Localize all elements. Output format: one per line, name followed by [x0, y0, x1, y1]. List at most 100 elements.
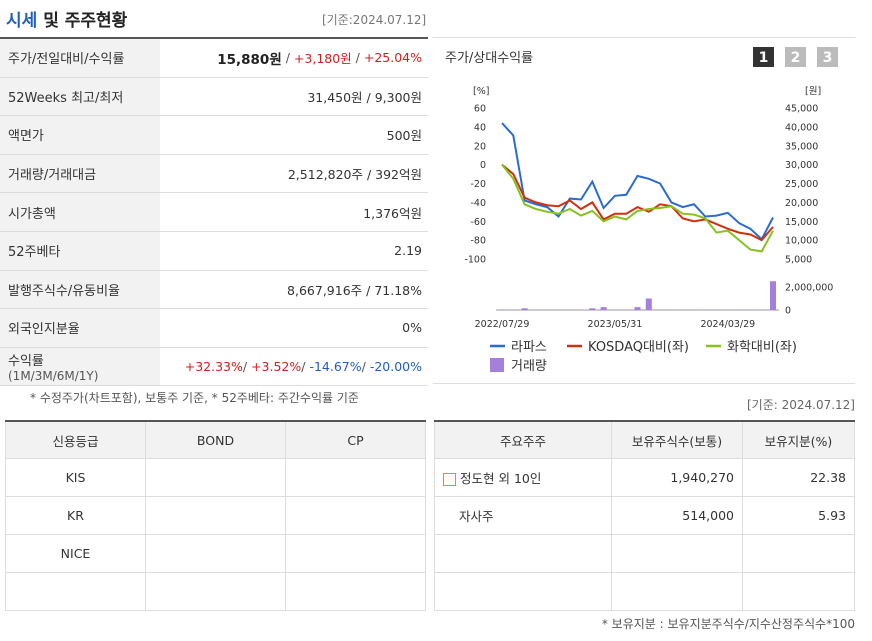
row-label: 52주베타	[0, 231, 160, 270]
header-cell: 보유지분(%)	[742, 420, 855, 459]
value-part: -14.67%	[309, 359, 362, 375]
value-part: 15,880원	[217, 51, 282, 68]
cell	[145, 572, 286, 611]
y2-tick-label: 15,000	[785, 217, 818, 228]
value-text: 500원	[386, 128, 422, 144]
value-part: /	[242, 359, 252, 375]
row-value: +32.33% / +3.52% / -14.67% / -20.00%	[160, 348, 428, 386]
y-tick-label: 60	[474, 104, 486, 115]
date: [기준:2024.07.12]	[322, 13, 427, 27]
row-label: 시가총액	[0, 193, 160, 231]
table-row: 자사주 514,000 5.93	[434, 496, 855, 535]
table-row: 외국인지분율 0%	[0, 309, 428, 348]
y2-tick-label: 30,000	[785, 160, 818, 171]
y2-tick-label: 20,000	[785, 198, 818, 209]
value-part: +3.52%	[251, 359, 302, 375]
value-part: /	[301, 359, 310, 375]
label-text: 액면가	[8, 129, 44, 145]
y2-tick-label: 5,000	[785, 255, 812, 266]
header-cell: 신용등급	[5, 420, 146, 459]
agency: NICE	[5, 534, 146, 573]
line-series	[501, 122, 774, 241]
tab-label[interactable]: 1	[759, 50, 769, 66]
label-text: 외국인지분율	[8, 322, 80, 338]
holder-name: 정도현 외 10인	[460, 471, 542, 486]
row-value: 15,880원 / +3,180원 / +25.04%	[160, 39, 428, 77]
value-text: 1,376억원	[363, 205, 422, 221]
y2-tick-label: 10,000	[785, 236, 818, 247]
header-row: 주요주주 보유주식수(보통) 보유지분(%)	[434, 420, 855, 459]
x-tick-label: 2024/03/29	[700, 319, 755, 330]
cell	[145, 458, 286, 497]
legend-label: 화학대비(좌)	[727, 340, 797, 355]
table-row: NICE	[5, 534, 426, 573]
volume-tick-label: 0	[785, 306, 791, 317]
expand-icon[interactable]	[443, 473, 456, 486]
cell	[145, 534, 286, 573]
value-part: +25.04%	[363, 50, 422, 66]
cell	[742, 572, 855, 611]
volume-tick-label: 2,000,000	[785, 283, 833, 294]
tab-button[interactable]	[817, 47, 838, 67]
header-cell: 보유주식수(보통)	[611, 420, 743, 459]
row-value: 500원	[160, 116, 428, 154]
tab-button[interactable]	[785, 47, 806, 67]
holder: 정도현 외 10인	[434, 458, 612, 497]
tab-button[interactable]	[753, 47, 774, 67]
cell	[611, 534, 743, 573]
cell	[742, 534, 855, 573]
stake: 22.38	[742, 458, 855, 497]
value-text: 2,512,820주 / 392억원	[287, 167, 422, 183]
value-part: /	[281, 50, 294, 66]
y-tick-label: -100	[464, 255, 486, 266]
row-value: 0%	[160, 309, 428, 347]
y2-tick-label: 35,000	[785, 141, 818, 152]
value-part: +3,180원	[293, 51, 352, 67]
cell	[434, 572, 612, 611]
title-highlight: 시세	[6, 11, 38, 31]
row-value: 2.19	[160, 232, 428, 270]
y-tick-label: -40	[470, 198, 486, 209]
cell	[285, 534, 426, 573]
row-label: 액면가	[0, 116, 160, 154]
header-cell: BOND	[145, 420, 286, 459]
legend-label: KOSDAQ대비(좌)	[588, 340, 689, 355]
shareholder-table: 주요주주 보유주식수(보통) 보유지분(%) 정도현 외 10인 1,940,270 22…	[434, 420, 855, 611]
row-value: 8,667,916주 / 71.18%	[160, 271, 428, 309]
row-label: 거래량/거래대금	[0, 154, 160, 193]
y-tick-label: -80	[470, 236, 486, 247]
legend-label: 라파스	[511, 340, 547, 355]
y2-tick-label: 40,000	[785, 122, 818, 133]
price-table: 주가/전일대비/수익률 15,880원 / +3,180원 / +25.04% 52…	[0, 37, 428, 387]
table-row: 52주베타 2.19	[0, 231, 428, 271]
table-row: 시가총액 1,376억원	[0, 193, 428, 232]
shares: 1,940,270	[611, 458, 743, 497]
stake: 5.93	[742, 496, 855, 535]
cell	[5, 572, 146, 611]
header-cell: CP	[285, 420, 426, 459]
agency: KIS	[5, 458, 146, 497]
holder-name: 자사주	[459, 509, 494, 524]
value-part: -20.00%	[369, 359, 422, 375]
y2-unit: [원]	[805, 86, 821, 97]
volume-bar	[634, 307, 641, 310]
y2-tick-label: 45,000	[785, 104, 818, 115]
y-tick-label: 40	[474, 122, 486, 133]
value-part: /	[351, 50, 364, 66]
title: 시세 및 주주현황	[6, 6, 127, 31]
row-value: 31,450원 / 9,300원	[160, 78, 428, 116]
y-tick-label: -20	[470, 179, 486, 190]
row-label: 주가/전일대비/수익률	[0, 39, 160, 77]
tab-label[interactable]: 2	[791, 50, 801, 66]
credit-table: 신용등급 BOND CP KIS KR NICE	[5, 420, 426, 611]
cell	[285, 572, 426, 611]
volume-bar	[589, 308, 596, 310]
tab-label[interactable]: 3	[823, 50, 833, 66]
note: * 수정주가(차트포함), 보통주 기준, * 52주베타: 주간수익률 기준	[30, 391, 359, 405]
value-text: 2.19	[394, 243, 422, 259]
table-row: KIS	[5, 458, 426, 497]
chart-panel: 주가/상대수익률 1 2 3 [%] [원] 60 40 20 0 -20 -40 -60 -80 -100…	[433, 37, 855, 384]
table-row: 주가/전일대비/수익률 15,880원 / +3,180원 / +25.04%	[0, 39, 428, 78]
line-series	[501, 163, 774, 242]
